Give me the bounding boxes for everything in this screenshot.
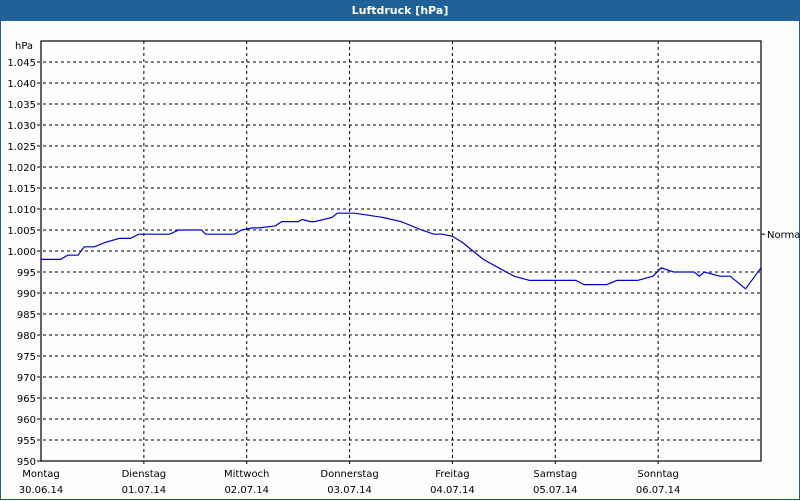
- normal-label: Normal: [767, 230, 800, 241]
- x-tick-date: 02.07.14: [224, 485, 269, 496]
- y-tick-label: 1.010: [7, 205, 36, 216]
- y-tick-label: 1.000: [7, 247, 36, 258]
- y-tick-label: 965: [17, 394, 36, 405]
- y-tick-label: 980: [17, 331, 36, 342]
- y-tick-label: 975: [17, 352, 36, 363]
- y-axis: 950 955 960 965 970 975 980 985 990 995 1.000 1.005…: [7, 58, 36, 468]
- y-tick-label: 960: [17, 415, 36, 426]
- x-tick-date: 04.07.14: [430, 485, 475, 496]
- y-tick-label: 955: [17, 436, 36, 447]
- x-tick-date: 01.07.14: [122, 485, 167, 496]
- x-tick-day: Donnerstag: [320, 469, 378, 480]
- y-tick-label: 950: [17, 457, 36, 468]
- y-tick-label: 1.035: [7, 100, 36, 111]
- y-axis-unit-label: hPa: [15, 41, 33, 52]
- y-tick-label: 1.005: [7, 226, 36, 237]
- y-tick-label: 1.030: [7, 121, 36, 132]
- x-tick-day: Montag: [22, 469, 59, 480]
- y-tick-label: 1.025: [7, 142, 36, 153]
- x-tick-day: Freitag: [435, 469, 469, 480]
- y-tick-label: 1.015: [7, 184, 36, 195]
- x-tick-day: Dienstag: [122, 469, 167, 480]
- x-axis: Montag 30.06.14 Dienstag 01.07.14 Mittwoch 02…: [19, 469, 681, 496]
- pressure-line: [41, 212, 762, 290]
- x-tick-date: 05.07.14: [533, 485, 578, 496]
- x-tick-date: 30.06.14: [19, 485, 64, 496]
- plot-area-border: [40, 40, 762, 462]
- x-tick-day: Sonntag: [637, 469, 679, 480]
- y-tick-label: 970: [17, 373, 36, 384]
- x-tick-date: 06.07.14: [636, 485, 681, 496]
- grid-lines: [37, 41, 761, 465]
- y-tick-label: 990: [17, 289, 36, 300]
- window-title: Luftdruck [hPa]: [1, 1, 799, 21]
- x-tick-day: Mittwoch: [224, 469, 269, 480]
- normal-reference-marker: Normal: [761, 230, 800, 241]
- y-tick-label: 1.040: [7, 79, 36, 90]
- x-tick-day: Samstag: [533, 469, 577, 480]
- x-tick-date: 03.07.14: [327, 485, 372, 496]
- y-tick-label: 995: [17, 268, 36, 279]
- y-tick-label: 1.045: [7, 58, 36, 69]
- y-tick-label: 985: [17, 310, 36, 321]
- y-tick-label: 1.020: [7, 163, 36, 174]
